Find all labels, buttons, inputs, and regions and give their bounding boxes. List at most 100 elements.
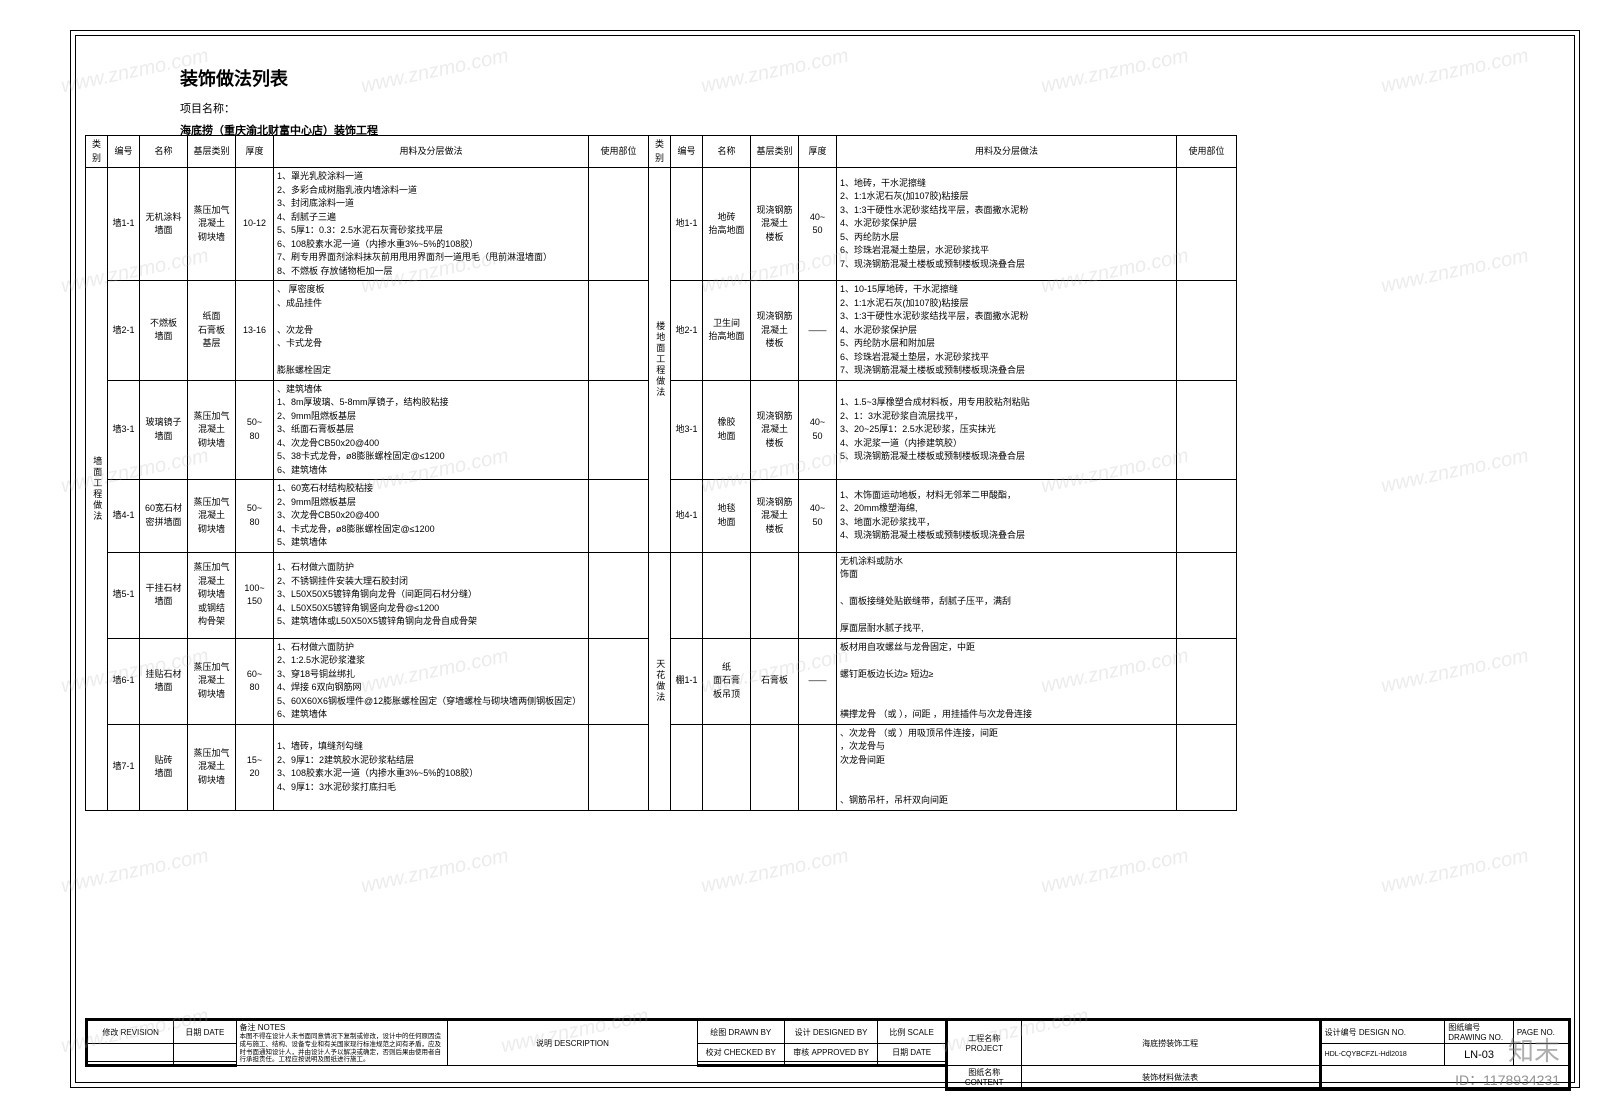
right-method: 板材用自攻螺丝与龙骨固定，中距 螺钉距板边长边≥ 短边≥ 横撑龙骨 （或 ），间… bbox=[837, 638, 1177, 724]
left-base: 蒸压加气 混凝土 砌块墙 bbox=[188, 168, 236, 281]
right-base bbox=[751, 724, 799, 810]
project-name-label: 项目名称： bbox=[180, 100, 235, 116]
left-thick: 50~ 80 bbox=[236, 380, 274, 480]
right-thick bbox=[799, 552, 837, 638]
left-num: 墙4-1 bbox=[108, 480, 140, 553]
watermark-logo: 知末 bbox=[1508, 1031, 1560, 1068]
right-num bbox=[671, 724, 703, 810]
tb-notes-label: 备注 NOTES bbox=[240, 1022, 445, 1033]
right-method: 无机涂料或防水 饰面 、面板接缝处贴嵌缝带，刮腻子压平，满刮 厚面层耐水腻子找平… bbox=[837, 552, 1177, 638]
tb-revision: 修改 REVISION bbox=[87, 1020, 174, 1044]
tb-date: 日期 DATE bbox=[174, 1020, 236, 1044]
tb-notes-cell: 备注 NOTES 本图不得在设计人未书面同意情况下复制或修改，设计中的任何原因造… bbox=[236, 1020, 448, 1066]
tb-notes-text: 本图不得在设计人未书面同意情况下复制或修改，设计中的任何原因造成与施工、结构、设… bbox=[240, 1033, 445, 1064]
right-thick bbox=[799, 724, 837, 810]
right-thick: —— bbox=[799, 638, 837, 724]
left-base: 纸面 石膏板 基层 bbox=[188, 281, 236, 381]
hdr-use-right: 使用部位 bbox=[1177, 136, 1237, 168]
tb-designed: 设计 DESIGNED BY bbox=[784, 1020, 877, 1044]
document-title: 装饰做法列表 bbox=[180, 65, 288, 91]
hdr-cat-right: 类别 bbox=[649, 136, 671, 168]
hdr-name-left: 名称 bbox=[140, 136, 188, 168]
right-name bbox=[703, 724, 751, 810]
header-row: 类别 编号 名称 基层类别 厚度 用料及分层做法 使用部位 类别 编号 名称 基… bbox=[86, 136, 1237, 168]
watermark-id: ID：1178934231 bbox=[1455, 1070, 1560, 1090]
left-use bbox=[589, 724, 649, 810]
right-num bbox=[671, 552, 703, 638]
tb-drawing-no-label: 图纸编号 DRAWING NO. bbox=[1445, 1020, 1514, 1044]
left-name: 无机涂料 墙面 bbox=[140, 168, 188, 281]
hdr-base-left: 基层类别 bbox=[188, 136, 236, 168]
right-method: 1、10-15厚地砖，干水泥擦缝 2、1:1水泥石灰(加107胶)粘接层 3、1… bbox=[837, 281, 1177, 381]
tb-project-label: 工程名称 PROJECT bbox=[946, 1020, 1021, 1066]
right-method: 1、1.5~3厚橡塑合成材料板，用专用胶粘剂粘贴 2、1：3水泥砂浆自流层找平，… bbox=[837, 380, 1177, 480]
title-block: 修改 REVISION 日期 DATE 备注 NOTES 本图不得在设计人未书面… bbox=[85, 1018, 1571, 1078]
right-use bbox=[1177, 638, 1237, 724]
right-base: 现浇钢筋 混凝土 楼板 bbox=[751, 168, 799, 281]
table-row: 墙面工程做法墙1-1无机涂料 墙面蒸压加气 混凝土 砌块墙10-121、罩光乳胶… bbox=[86, 168, 1237, 281]
left-name: 挂贴石材 墙面 bbox=[140, 638, 188, 724]
right-thick: 40~ 50 bbox=[799, 480, 837, 553]
left-method: 1、石材做六面防护 2、1:2.5水泥砂浆灌浆 3、穿18号铜丝绑扎 4、焊接 … bbox=[274, 638, 589, 724]
left-use bbox=[589, 380, 649, 480]
tb-description: 说明 DESCRIPTION bbox=[448, 1020, 697, 1066]
right-name: 纸 面石膏 板吊顶 bbox=[703, 638, 751, 724]
right-base: 现浇钢筋 混凝土 楼板 bbox=[751, 281, 799, 381]
tb-date-cell bbox=[174, 1044, 236, 1062]
left-method: 1、罩光乳胶涂料一道 2、多彩合成树脂乳液内墙涂料一道 3、封闭底涂料一道 4、… bbox=[274, 168, 589, 281]
right-thick: 40~ 50 bbox=[799, 168, 837, 281]
left-name: 玻璃镜子 墙面 bbox=[140, 380, 188, 480]
left-base: 蒸压加气 混凝土 砌块墙 bbox=[188, 638, 236, 724]
left-base: 蒸压加气 混凝土 砌块墙 bbox=[188, 380, 236, 480]
left-num: 墙1-1 bbox=[108, 168, 140, 281]
left-name: 贴砖 墙面 bbox=[140, 724, 188, 810]
table-row: 墙5-1干挂石材 墙面蒸压加气 混凝土 砌块墙 或钢结 构骨架100~ 1501… bbox=[86, 552, 1237, 638]
right-name: 地砖 抬高地面 bbox=[703, 168, 751, 281]
hdr-name-right: 名称 bbox=[703, 136, 751, 168]
right-use bbox=[1177, 552, 1237, 638]
right-name: 橡胶 地面 bbox=[703, 380, 751, 480]
hdr-base-right: 基层类别 bbox=[751, 136, 799, 168]
left-use bbox=[589, 638, 649, 724]
left-base: 蒸压加气 混凝土 砌块墙 或钢结 构骨架 bbox=[188, 552, 236, 638]
tb-project-value: 海底捞装饰工程 bbox=[1021, 1020, 1320, 1066]
tb-checked: 校对 CHECKED BY bbox=[697, 1044, 784, 1062]
tb-drawn: 绘图 DRAWN BY bbox=[697, 1020, 784, 1044]
right-use bbox=[1177, 281, 1237, 381]
hdr-num-right: 编号 bbox=[671, 136, 703, 168]
left-use bbox=[589, 281, 649, 381]
right-name: 卫生间 抬高地面 bbox=[703, 281, 751, 381]
left-num: 墙2-1 bbox=[108, 281, 140, 381]
methods-table: 类别 编号 名称 基层类别 厚度 用料及分层做法 使用部位 类别 编号 名称 基… bbox=[85, 135, 1237, 811]
left-num: 墙6-1 bbox=[108, 638, 140, 724]
right-num: 地1-1 bbox=[671, 168, 703, 281]
left-method: 、 厚密度板 、成品挂件 、次龙骨 、卡式龙骨 膨胀螺栓固定 bbox=[274, 281, 589, 381]
left-num: 墙7-1 bbox=[108, 724, 140, 810]
tb-date2: 日期 DATE bbox=[878, 1044, 947, 1062]
right-method: 1、地砖，干水泥擦缝 2、1:1水泥石灰(加107胶)粘接层 3、1:3干硬性水… bbox=[837, 168, 1177, 281]
left-base: 蒸压加气 混凝土 砌块墙 bbox=[188, 480, 236, 553]
right-use bbox=[1177, 380, 1237, 480]
left-base: 蒸压加气 混凝土 砌块墙 bbox=[188, 724, 236, 810]
left-use bbox=[589, 552, 649, 638]
tb-design-no-label: 设计编号 DESIGN NO. bbox=[1320, 1020, 1445, 1044]
left-method: 1、石材做六面防护 2、不锈钢挂件安装大理石胶封闭 3、L50X50X5镀锌角钢… bbox=[274, 552, 589, 638]
left-thick: 50~ 80 bbox=[236, 480, 274, 553]
left-method: 1、60宽石材结构胶粘接 2、9mm阻燃板基层 3、次龙骨CB50x20@400… bbox=[274, 480, 589, 553]
hdr-cat-left: 类别 bbox=[86, 136, 108, 168]
right-use bbox=[1177, 724, 1237, 810]
right-name bbox=[703, 552, 751, 638]
left-name: 干挂石材 墙面 bbox=[140, 552, 188, 638]
right-method: 、次龙骨 （或 ）用吸顶吊件连接，间距 ，次龙骨与 次龙骨间距 、钢筋吊杆，吊杆… bbox=[837, 724, 1177, 810]
tb-drawing-no-val: LN-03 bbox=[1445, 1044, 1514, 1066]
tb-approved: 审核 APPROVED BY bbox=[784, 1044, 877, 1062]
left-thick: 60~ 80 bbox=[236, 638, 274, 724]
left-method: 1、墙砖，填缝剂勾缝 2、9厚1：2建筑胶水泥砂浆粘结层 3、108胶素水泥一道… bbox=[274, 724, 589, 810]
left-thick: 10-12 bbox=[236, 168, 274, 281]
right-base: 现浇钢筋 混凝土 楼板 bbox=[751, 380, 799, 480]
left-num: 墙3-1 bbox=[108, 380, 140, 480]
right-category: 天花做法 bbox=[649, 552, 671, 810]
right-use bbox=[1177, 168, 1237, 281]
tb-design-no-val: HDL-CQYBCFZL-Hdl2018 bbox=[1320, 1044, 1445, 1066]
hdr-num-left: 编号 bbox=[108, 136, 140, 168]
